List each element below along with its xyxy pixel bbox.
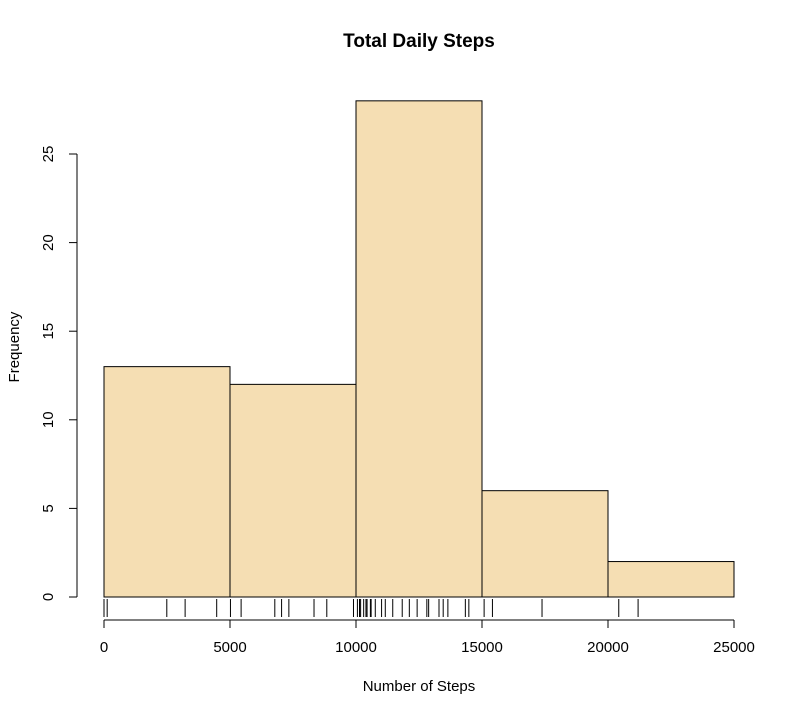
x-tick-label: 15000 [461,639,503,656]
rug-group [103,599,639,617]
x-axis: 0 5000 10000 15000 20000 25000 [100,619,755,656]
y-axis: 0 5 10 15 20 25 [40,146,78,601]
bars-group [103,100,735,598]
chart-title: Total Daily Steps [343,31,495,52]
histogram-bar [355,100,483,598]
histogram-bar [103,366,231,598]
y-tick-label: 10 [40,411,57,428]
x-axis-label: Number of Steps [363,678,476,695]
y-tick-label: 0 [40,593,57,601]
x-tick-label: 10000 [335,639,377,656]
x-tick-label: 0 [100,639,108,656]
y-tick-label: 20 [40,234,57,251]
y-tick-label: 25 [40,146,57,163]
histogram-bar [481,490,609,598]
x-tick-label: 20000 [587,639,629,656]
y-axis-label: Frequency [6,311,23,382]
x-tick-label: 5000 [213,639,246,656]
y-tick-label: 15 [40,323,57,340]
histogram-bar [229,383,357,598]
histogram-bar [607,561,735,598]
y-tick-label: 5 [40,504,57,512]
x-tick-label: 25000 [713,639,755,656]
